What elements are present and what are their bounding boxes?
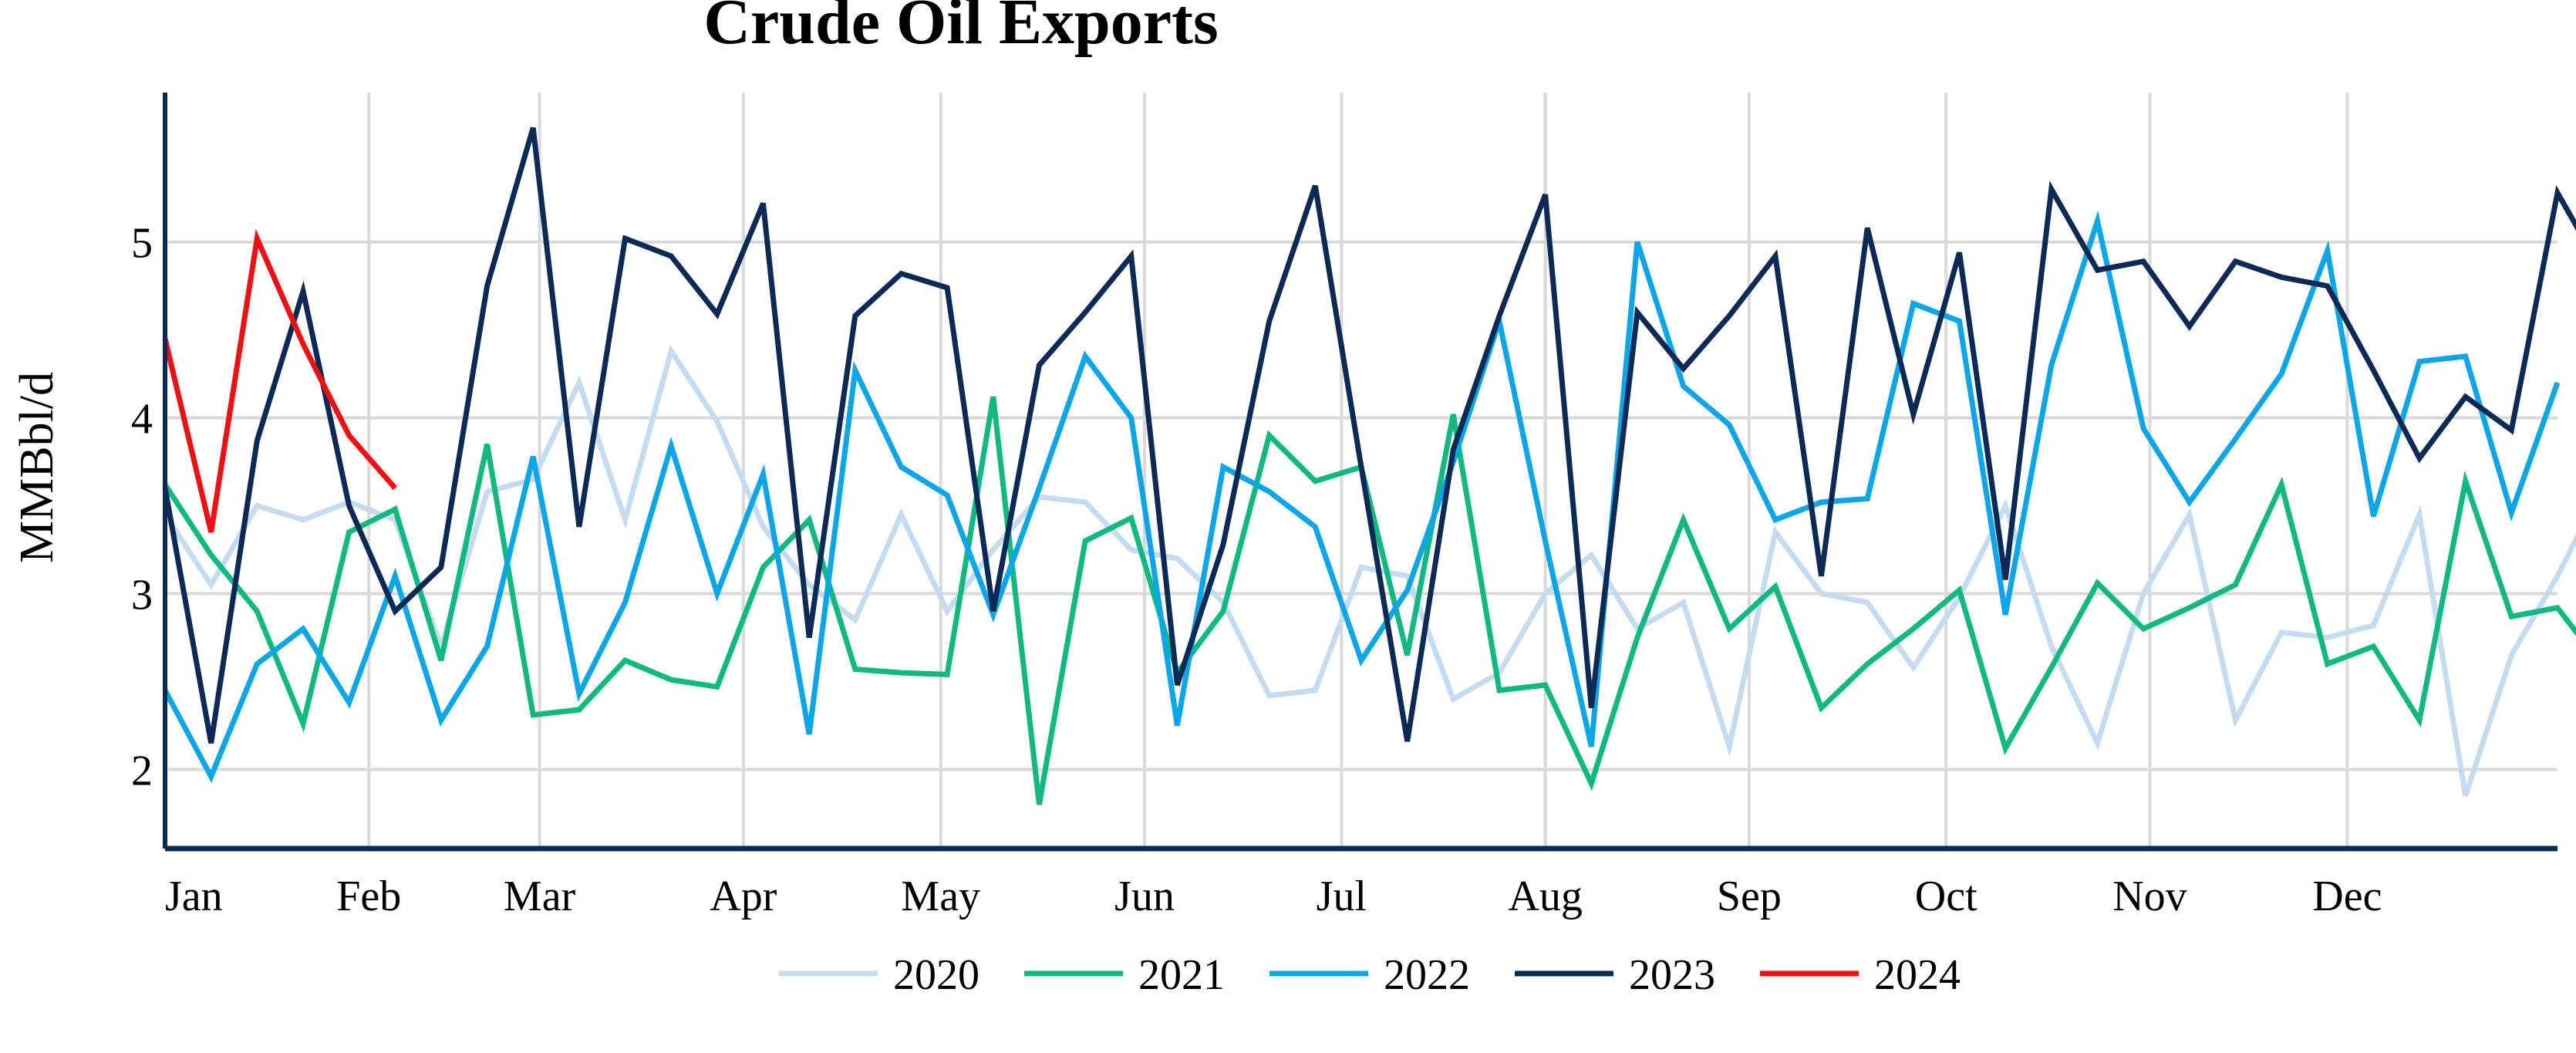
x-tick-label: Nov [2112, 872, 2187, 920]
tick-labels: 2 3 4 5 Jan Feb Mar Apr May Jun Jul Aug Sep Oct Nov Dec [131, 220, 2382, 920]
x-tick-label: Oct [1915, 872, 1978, 920]
x-tick-label: Aug [1508, 872, 1582, 920]
series-line-2021 [163, 396, 2576, 805]
series-line-2020 [163, 344, 2576, 797]
x-tick-label: Jul [1317, 872, 1367, 920]
x-tick-label: Jun [1114, 872, 1175, 920]
series-line-2024 [162, 228, 397, 533]
y-tick-label: 5 [131, 220, 153, 268]
x-tick-label: Apr [710, 872, 777, 920]
y-axis-label: MMBbl/d [11, 372, 63, 563]
series-line-2022 [162, 210, 2561, 783]
series-line-2023 [162, 127, 2576, 744]
chart-title: Crude Oil Exports [703, 0, 1218, 58]
legend-label-2021: 2021 [1138, 951, 1225, 999]
y-tick-label: 3 [131, 572, 153, 619]
axes [163, 93, 2557, 852]
series-layer [162, 127, 2576, 805]
legend-label-2022: 2022 [1384, 951, 1470, 999]
x-tick-label: Mar [504, 872, 576, 920]
x-tick-label: May [901, 872, 980, 920]
y-tick-label: 2 [131, 747, 153, 795]
x-tick-label: Jan [165, 872, 223, 920]
legend: 2020 2021 2022 2023 2024 [779, 951, 1961, 999]
y-tick-label: 4 [131, 396, 153, 444]
legend-label-2020: 2020 [893, 951, 979, 999]
legend-label-2024: 2024 [1874, 951, 1961, 999]
legend-label-2023: 2023 [1629, 951, 1715, 999]
x-tick-label: Sep [1717, 872, 1782, 920]
x-tick-label: Feb [336, 872, 401, 920]
x-tick-label: Dec [2312, 872, 2382, 920]
